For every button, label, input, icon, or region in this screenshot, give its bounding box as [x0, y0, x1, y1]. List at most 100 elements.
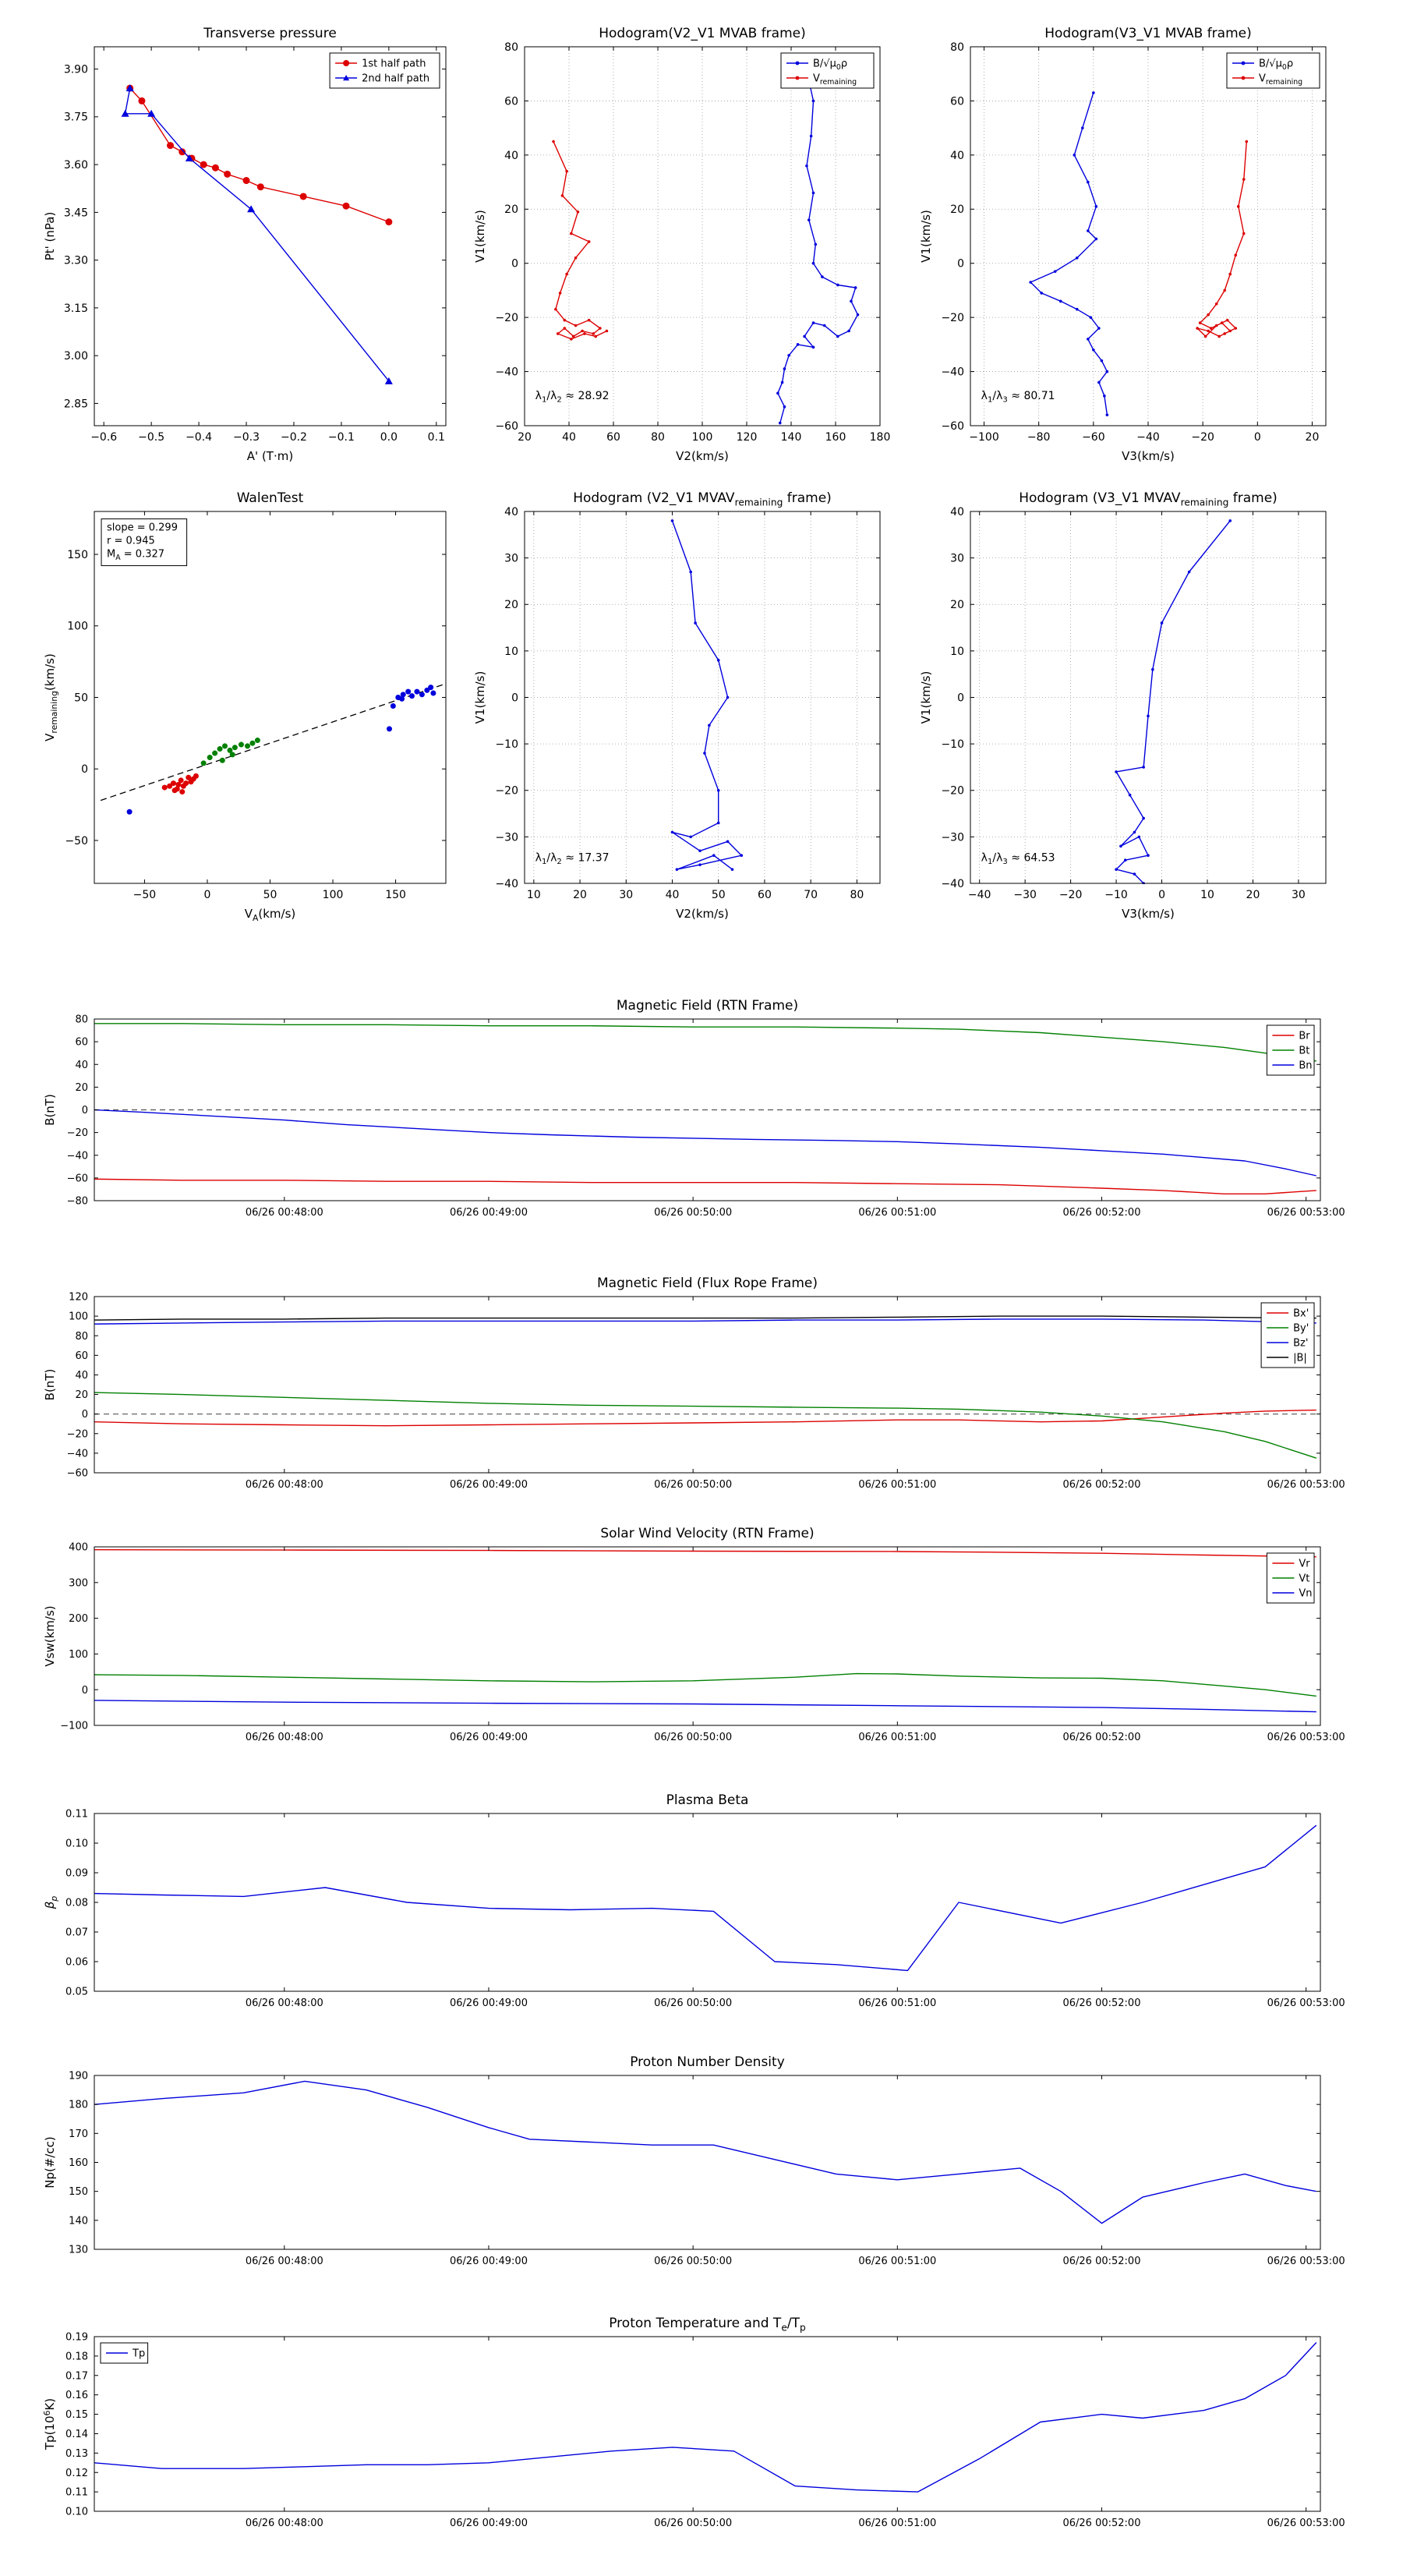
dot-marker [1198, 321, 1202, 324]
x-tick-label: 06/26 00:48:00 [246, 1207, 323, 1219]
dot-marker [1115, 868, 1118, 871]
x-axis-label: V2(km/s) [676, 449, 729, 463]
panel-title: Magnetic Field (Flux Rope Frame) [597, 1276, 818, 1291]
panel-hodogram-v3v1-mvab: −100 −80 −60 −40 −20 0 20 −60 −40 −20 0 20 40 60 80 Hod… [919, 26, 1327, 463]
dot-marker [1207, 329, 1210, 333]
dot-marker [587, 318, 591, 322]
x-tick-label: 50 [263, 889, 277, 901]
dot-marker [836, 283, 839, 287]
series-group [100, 684, 444, 815]
x-tick-label: 06/26 00:52:00 [1062, 2256, 1140, 2267]
y-tick-label: 3.90 [64, 63, 88, 76]
circle-marker [419, 692, 425, 698]
dot-marker [795, 76, 800, 80]
dot-marker [1228, 329, 1232, 333]
series-second-half-path [124, 87, 390, 382]
y-tick-label: 130 [69, 2245, 88, 2256]
y-tick-label: 40 [504, 506, 518, 518]
dot-marker [795, 61, 800, 65]
legend-box [329, 52, 440, 89]
y-tick-label: 3.45 [64, 207, 88, 219]
dot-marker [1092, 349, 1095, 352]
dot-marker [1092, 91, 1095, 94]
y-tick-label: 80 [75, 1014, 88, 1026]
circle-marker [428, 685, 434, 691]
y-axis-label: V1(km/s) [473, 671, 487, 724]
circle-marker [138, 97, 146, 104]
plot-background [94, 47, 446, 426]
x-tick-label: 06/26 00:49:00 [450, 2256, 528, 2267]
dot-marker [778, 421, 782, 425]
series-group [94, 2080, 1316, 2224]
markers-v-remaining-path [670, 519, 744, 871]
circle-marker [231, 745, 238, 751]
series-v-remaining-path [671, 520, 742, 870]
annotation: λ1/λ2 ≈ 17.37 [535, 851, 610, 866]
legend-label: Vr [1299, 1559, 1310, 1570]
y-tick-label: 10 [504, 646, 518, 658]
panel-hodogram-v2v1-mvav: 10 20 30 40 50 60 70 80 −40 −30 −20 −10 0 10 20 30 40 Hod… [473, 490, 881, 921]
markers-points-green [200, 738, 260, 766]
y-tick-label: 0.06 [65, 1957, 88, 1969]
y-tick-label: −10 [495, 738, 518, 751]
panel-magnetic-field-rtn: 06/26 00:48:00 06/26 00:49:00 06/26 00:50:… [43, 998, 1345, 1219]
legend-label: B/√μ0ρ [1259, 58, 1293, 72]
y-tick-label: 100 [69, 1311, 88, 1323]
x-tick-label: 06/26 00:48:00 [246, 1479, 323, 1491]
series-Vr [94, 1549, 1316, 1558]
dot-marker [783, 405, 786, 409]
y-tick-label: 30 [504, 553, 518, 565]
circle-marker [343, 60, 350, 66]
markers-points-red [161, 773, 199, 795]
dot-marker [1089, 316, 1093, 319]
panel-plasma-beta: 06/26 00:48:00 06/26 00:49:00 06/26 00:50:… [43, 1792, 1345, 2009]
x-tick-label: 20 [1246, 889, 1260, 901]
dot-marker [1142, 816, 1145, 820]
series-Vn [94, 1700, 1316, 1713]
plot-background [94, 511, 446, 883]
x-axis-label: A' (T·m) [247, 449, 293, 463]
panel-title: Hodogram(V3_V1 MVAB frame) [1044, 26, 1252, 41]
y-tick-label: −40 [941, 366, 964, 378]
x-tick-label: 20 [518, 431, 532, 444]
y-tick-label: −80 [67, 1196, 88, 1208]
legend: 1st half path 2nd half path [329, 52, 440, 89]
dot-marker [1115, 770, 1118, 773]
series-alfven-velocity [777, 60, 859, 423]
dot-marker [1234, 253, 1238, 257]
panel-title: Proton Temperature and Te/Tp [609, 2316, 806, 2333]
markers-alfven-velocity [1029, 91, 1109, 416]
dot-marker [594, 334, 597, 338]
legend-label: Vremaining [813, 73, 857, 87]
dot-marker [716, 788, 720, 792]
dot-marker [1147, 854, 1150, 858]
dot-marker [740, 854, 744, 858]
y-tick-label: 30 [950, 553, 964, 565]
y-tick-label: 60 [75, 1037, 88, 1049]
x-tick-label: 30 [1292, 889, 1306, 901]
y-tick-label: 0.10 [65, 2507, 88, 2518]
dot-marker [689, 835, 692, 839]
triangle-marker [147, 109, 156, 117]
circle-marker [400, 692, 406, 698]
circle-marker [242, 177, 250, 185]
y-axis-label: βp [43, 1896, 59, 1910]
dot-marker [726, 695, 730, 699]
circle-marker [126, 809, 133, 815]
x-tick-label: −0.2 [281, 431, 307, 444]
series-Bx-prime [94, 1409, 1316, 1427]
dot-marker [670, 830, 674, 834]
x-tick-label: 10 [527, 889, 541, 901]
y-tick-label: 180 [69, 2100, 88, 2111]
x-tick-label: 0.1 [428, 431, 445, 444]
x-tick-label: 06/26 00:52:00 [1062, 1479, 1140, 1491]
x-tick-label: 06/26 00:51:00 [858, 2518, 936, 2529]
y-tick-label: 0.19 [65, 2332, 88, 2344]
y-tick-label: 40 [504, 150, 518, 162]
dot-marker [581, 329, 584, 333]
x-tick-label: 150 [385, 889, 406, 901]
y-tick-label: 50 [74, 692, 88, 704]
circle-marker [390, 703, 396, 709]
y-tick-label: 60 [504, 95, 518, 108]
dot-marker [808, 218, 811, 221]
